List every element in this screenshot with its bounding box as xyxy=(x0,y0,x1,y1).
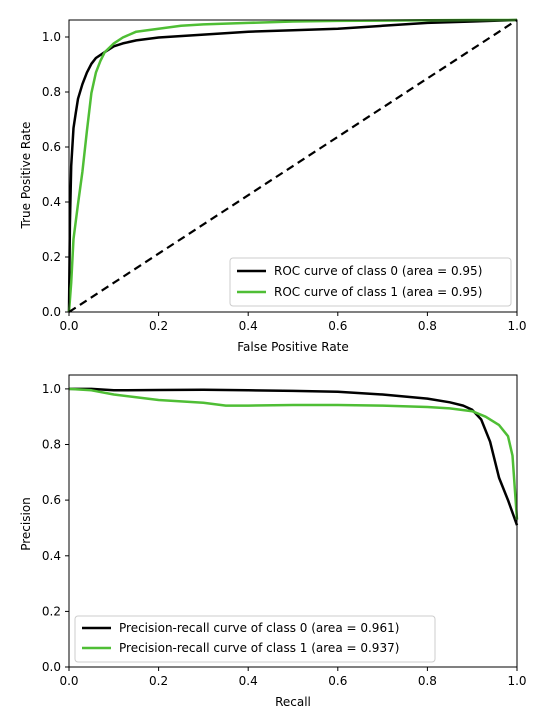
pr-series-line-class-1 xyxy=(68,387,519,520)
roc-xtick-label-4: 0.8 xyxy=(418,319,437,333)
pr-legend-box xyxy=(74,615,436,663)
roc-ytick-label-5: 1.0 xyxy=(42,30,61,44)
pr-ytick-label-4: 0.8 xyxy=(42,438,61,452)
roc-legend-box xyxy=(229,257,512,307)
roc-x-axis-label: False Positive Rate xyxy=(237,340,349,354)
pr-y-ticks: 0.0 0.2 0.4 0.6 0.8 1.0 xyxy=(42,382,69,674)
roc-plot-frame xyxy=(68,19,518,313)
pr-xtick-label-2: 0.4 xyxy=(239,674,258,688)
roc-ytick-label-2: 0.4 xyxy=(42,195,61,209)
roc-legend-label-class-0: ROC curve of class 0 (area = 0.95) xyxy=(274,264,482,278)
pr-legend: Precision-recall curve of class 0 (area … xyxy=(74,615,436,663)
roc-legend: ROC curve of class 0 (area = 0.95) ROC c… xyxy=(229,257,512,307)
roc-ytick-label-3: 0.6 xyxy=(42,140,61,154)
roc-xtick-label-1: 0.2 xyxy=(149,319,168,333)
pr-x-axis-label: Recall xyxy=(275,695,311,709)
roc-series-line-class-1 xyxy=(67,18,517,313)
pr-legend-label-class-1: Precision-recall curve of class 1 (area … xyxy=(119,641,399,655)
roc-y-ticks: 0.0 0.2 0.4 0.6 0.8 1.0 xyxy=(42,30,69,319)
roc-xtick-label-3: 0.6 xyxy=(328,319,347,333)
roc-ytick-label-0: 0.0 xyxy=(42,305,61,319)
pr-ytick-label-5: 1.0 xyxy=(42,382,61,396)
roc-ytick-label-4: 0.8 xyxy=(42,85,61,99)
pr-ytick-label-2: 0.4 xyxy=(42,549,61,563)
roc-chance-diagonal-line xyxy=(68,19,518,313)
pr-xtick-label-4: 0.8 xyxy=(418,674,437,688)
pr-plot-frame xyxy=(68,374,518,668)
pr-ytick-label-3: 0.6 xyxy=(42,493,61,507)
pr-x-ticks: 0.0 0.2 0.4 0.6 0.8 1.0 xyxy=(59,667,527,688)
pr-y-axis-label: Precision xyxy=(19,497,33,551)
roc-y-axis-label: True Positive Rate xyxy=(19,122,33,230)
pr-series-line-class-0 xyxy=(69,387,519,526)
roc-ytick-label-1: 0.2 xyxy=(42,250,61,264)
pr-ytick-label-0: 0.0 xyxy=(42,660,61,674)
pr-ytick-label-1: 0.2 xyxy=(42,604,61,618)
roc-xtick-label-0: 0.0 xyxy=(59,319,78,333)
roc-legend-label-class-1: ROC curve of class 1 (area = 0.95) xyxy=(274,285,482,299)
pr-legend-label-class-0: Precision-recall curve of class 0 (area … xyxy=(119,621,399,635)
pr-xtick-label-1: 0.2 xyxy=(149,674,168,688)
roc-xtick-label-2: 0.4 xyxy=(239,319,258,333)
pr-lines xyxy=(68,387,519,526)
pr-xtick-label-3: 0.6 xyxy=(328,674,347,688)
pr-xtick-label-0: 0.0 xyxy=(59,674,78,688)
roc-x-ticks: 0.0 0.2 0.4 0.6 0.8 1.0 xyxy=(59,312,527,333)
roc-series-line-class-0 xyxy=(67,18,518,313)
pr-xtick-label-5: 1.0 xyxy=(507,674,526,688)
pr-chart: 0.0 0.2 0.4 0.6 0.8 1.0 0.0 0.2 0.4 0.6 … xyxy=(19,374,527,709)
roc-lines xyxy=(67,18,518,313)
roc-xtick-label-5: 1.0 xyxy=(507,319,526,333)
roc-chart: 0.0 0.2 0.4 0.6 0.8 1.0 0.0 0.2 0.4 0.6 … xyxy=(19,18,527,354)
